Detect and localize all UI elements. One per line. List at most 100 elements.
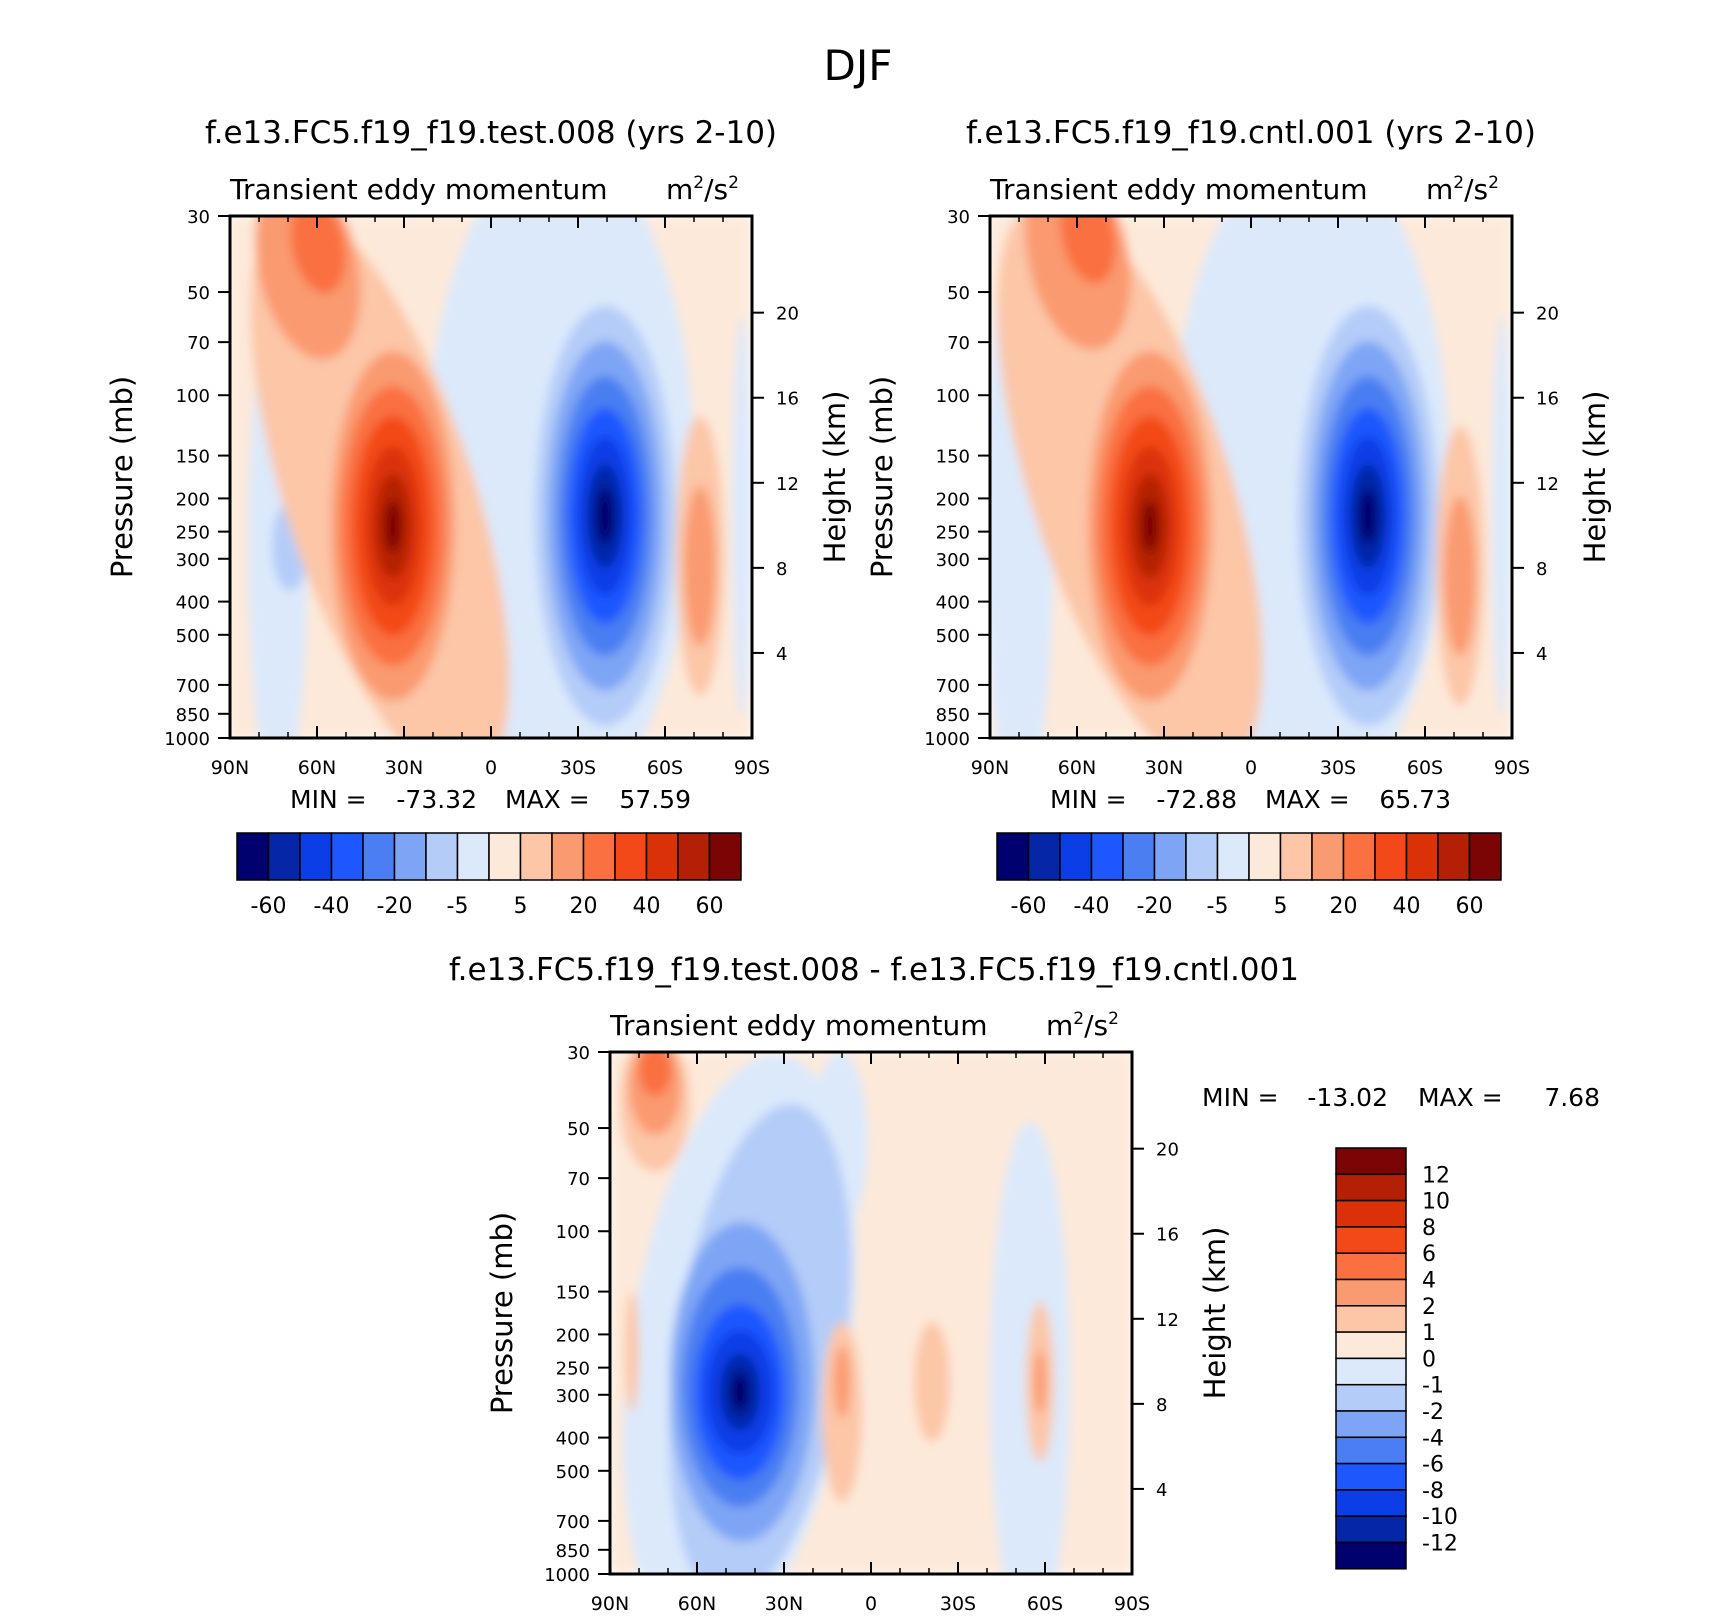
colorbar-swatch: [996, 832, 1030, 881]
max-value: 7.68: [1544, 1083, 1600, 1112]
axes: 90N 60N 30N 0 30S 60S 90S 30 50 70 100 150 200 250 300…: [164, 207, 799, 779]
y-tick-label: 1000: [544, 1565, 590, 1586]
panel-title: f.e13.FC5.f19_f19.cntl.001 (yrs 2-10): [966, 115, 1536, 151]
colorbar-swatch: [551, 832, 585, 881]
x-tick-label: 30N: [1145, 757, 1183, 779]
panel-control: f.e13.FC5.f19_f19.cntl.001 (yrs 2-10) Tr…: [865, 115, 1612, 919]
y-tick-label: 250: [936, 523, 970, 544]
panel-title: f.e13.FC5.f19_f19.test.008 (yrs 2-10): [205, 115, 777, 151]
y-tick-label: 100: [176, 386, 210, 407]
height-tick-label: 8: [1536, 559, 1547, 580]
y-tick-label: 400: [176, 593, 210, 614]
colorbar-swatch: [1335, 1331, 1407, 1360]
y-tick-label: 100: [556, 1222, 590, 1243]
colorbar-swatch: [677, 832, 711, 881]
colorbar-label: 10: [1422, 1190, 1450, 1215]
colorbar-swatch: [1335, 1357, 1407, 1386]
y-axis-label-right: Height (km): [818, 391, 852, 564]
x-tick-label: 30N: [765, 1593, 803, 1615]
y-tick-label: 400: [936, 593, 970, 614]
colorbar-swatch: [1059, 832, 1093, 881]
north-positive-sliver: [625, 1292, 639, 1412]
colorbar-label: -4: [1422, 1426, 1444, 1451]
colorbar-swatch: [1335, 1278, 1407, 1307]
x-tick-label: 90S: [1114, 1593, 1150, 1615]
y-tick-label: 150: [936, 447, 970, 468]
min-value: -72.88: [1156, 785, 1237, 814]
x-tick-label: 0: [865, 1593, 877, 1615]
upper-positive-level-3: [639, 1052, 671, 1096]
colorbar-label: -40: [1074, 894, 1110, 919]
field-name: Transient eddy momentum: [229, 173, 608, 206]
max-label: MAX =: [1418, 1083, 1503, 1112]
colorbar-swatch: [1335, 1541, 1407, 1570]
upper-positive-core: [1060, 216, 1116, 284]
colorbar-swatch: [1335, 1147, 1407, 1176]
y-tick-label: 50: [567, 1119, 590, 1140]
south-edge-negative: [1492, 316, 1512, 716]
y-tick-label: 1000: [924, 729, 970, 750]
x-tick-label: 60N: [1058, 757, 1096, 779]
height-tick-label: 12: [776, 474, 799, 495]
max-value: 65.73: [1379, 785, 1451, 814]
colorbar-label: 60: [696, 894, 724, 919]
height-tick-label: 20: [776, 304, 799, 325]
x-tick-label: 0: [485, 757, 497, 779]
colorbar-swatch: [519, 832, 553, 881]
colorbar-label: 20: [1330, 894, 1358, 919]
min-label: MIN =: [1202, 1083, 1279, 1112]
colorbar-swatch: [1122, 832, 1156, 881]
y-tick-label: 150: [556, 1283, 590, 1304]
y-tick-label: 250: [176, 523, 210, 544]
colorbar-swatch: [1335, 1383, 1407, 1412]
x-tick-label: 90N: [591, 1593, 629, 1615]
y-tick-label: 850: [176, 705, 210, 726]
y-tick-label: 500: [176, 626, 210, 647]
colorbar-swatch: [1437, 832, 1471, 881]
x-tick-label: 60N: [678, 1593, 716, 1615]
x-tick-label: 30N: [385, 757, 423, 779]
units-label: m2/s2: [1426, 173, 1499, 206]
colorbar-swatch: [708, 832, 742, 881]
y-tick-label: 200: [936, 489, 970, 510]
south-positive-core: [1034, 1350, 1046, 1414]
panel-title: f.e13.FC5.f19_f19.test.008 - f.e13.FC5.f…: [449, 952, 1299, 988]
colorbar-swatch: [1153, 832, 1187, 881]
x-tick-label: 0: [1245, 757, 1257, 779]
colorbar-swatch: [456, 832, 490, 881]
colorbar-label: -8: [1422, 1479, 1444, 1504]
y-axis-label: Pressure (mb): [105, 376, 139, 578]
colorbar-label: 20: [570, 894, 598, 919]
x-tick-label: 30S: [1320, 757, 1356, 779]
colorbar-swatch: [1311, 832, 1345, 881]
colorbar-swatch: [362, 832, 396, 881]
x-tick-label: 60S: [1407, 757, 1443, 779]
panel-test: f.e13.FC5.f19_f19.test.008 (yrs 2-10) Tr…: [105, 115, 852, 919]
contour-field: [610, 1052, 1132, 1574]
colorbar-swatch: [1468, 832, 1502, 881]
colorbar-swatch: [1342, 832, 1376, 881]
height-tick-label: 8: [1156, 1395, 1167, 1416]
colorbar-label: 0: [1422, 1347, 1436, 1372]
negative-level-7: [1359, 488, 1377, 544]
negative-level-7: [731, 1372, 749, 1412]
x-tick-label: 90N: [211, 757, 249, 779]
height-tick-label: 12: [1536, 474, 1559, 495]
y-tick-label: 50: [947, 283, 970, 304]
max-label: MAX =: [505, 785, 590, 814]
height-tick-label: 16: [1536, 389, 1559, 410]
y-tick-label: 700: [176, 676, 210, 697]
colorbar-swatch: [267, 832, 301, 881]
y-axis-label: Pressure (mb): [485, 1212, 519, 1414]
contour-field: [990, 216, 1512, 738]
colorbar-label: -1: [1422, 1374, 1444, 1399]
y-tick-label: 700: [936, 676, 970, 697]
min-value: -73.32: [396, 785, 477, 814]
colorbar-label: 40: [1393, 894, 1421, 919]
colorbar-swatch: [1248, 832, 1282, 881]
y-tick-label: 700: [556, 1512, 590, 1533]
contour-field: [230, 216, 752, 738]
colorbar-swatch: [1335, 1410, 1407, 1439]
